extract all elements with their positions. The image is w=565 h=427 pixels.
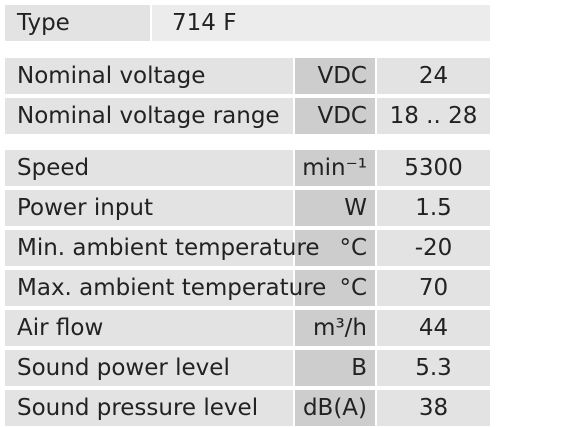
- value-cell: 24: [377, 58, 490, 94]
- unit-cell: min⁻¹: [295, 150, 375, 186]
- row-label-text: Speed: [17, 155, 90, 181]
- unit-cell-text: B: [351, 355, 367, 381]
- unit-cell-text: W: [344, 195, 367, 221]
- value-cell: 5.3: [377, 350, 490, 386]
- value-cell: 38: [377, 390, 490, 426]
- unit-cell: dB(A): [295, 390, 375, 426]
- unit-cell: °C: [295, 230, 375, 266]
- value-cell-text: 5.3: [415, 355, 452, 381]
- value-cell-text: 38: [418, 395, 449, 421]
- value-cell: 18 .. 28: [377, 98, 490, 134]
- row-label-text: Power input: [17, 195, 154, 221]
- value-cell: 44: [377, 310, 490, 346]
- value-cell-text: 1.5: [415, 195, 452, 221]
- value-cell: 70: [377, 270, 490, 306]
- unit-cell-text: m³/h: [313, 315, 367, 341]
- row-label-text: Nominal voltage range: [17, 103, 280, 129]
- value-cell: -20: [377, 230, 490, 266]
- unit-cell: m³/h: [295, 310, 375, 346]
- type-value-text: 714 F: [172, 10, 237, 36]
- unit-cell-text: °C: [339, 235, 367, 261]
- row-label: Power input: [5, 190, 293, 226]
- unit-cell-text: min⁻¹: [302, 155, 367, 181]
- row-label-text: Min. ambient temperature: [17, 235, 320, 261]
- row-label: Sound pressure level: [5, 390, 293, 426]
- value-cell: 1.5: [377, 190, 490, 226]
- unit-cell-text: VDC: [317, 63, 367, 89]
- unit-cell: B: [295, 350, 375, 386]
- unit-cell: °C: [295, 270, 375, 306]
- row-label: Air flow: [5, 310, 293, 346]
- row-label-text: Sound pressure level: [17, 395, 259, 421]
- value-cell-text: 24: [418, 63, 449, 89]
- type-label-text: Type: [17, 10, 70, 36]
- unit-cell: W: [295, 190, 375, 226]
- row-label-text: Nominal voltage: [17, 63, 206, 89]
- row-label-text: Max. ambient temperature: [17, 275, 327, 301]
- type-value: 714 F: [152, 5, 490, 41]
- unit-cell-text: °C: [339, 275, 367, 301]
- unit-cell: VDC: [295, 58, 375, 94]
- value-cell-text: 44: [418, 315, 449, 341]
- row-label: Sound power level: [5, 350, 293, 386]
- row-label: Max. ambient temperature: [5, 270, 326, 306]
- value-cell-text: 70: [418, 275, 449, 301]
- value-cell-text: 18 .. 28: [389, 103, 478, 129]
- unit-cell-text: dB(A): [302, 395, 367, 421]
- value-cell-text: -20: [414, 235, 453, 261]
- value-cell-text: 5300: [404, 155, 463, 181]
- unit-cell-text: VDC: [317, 103, 367, 129]
- row-label: Nominal voltage: [5, 58, 293, 94]
- type-label: Type: [5, 5, 150, 41]
- unit-cell: VDC: [295, 98, 375, 134]
- value-cell: 5300: [377, 150, 490, 186]
- row-label-text: Air flow: [17, 315, 104, 341]
- row-label: Min. ambient temperature: [5, 230, 320, 266]
- row-label: Speed: [5, 150, 293, 186]
- row-label: Nominal voltage range: [5, 98, 293, 134]
- row-label-text: Sound power level: [17, 355, 230, 381]
